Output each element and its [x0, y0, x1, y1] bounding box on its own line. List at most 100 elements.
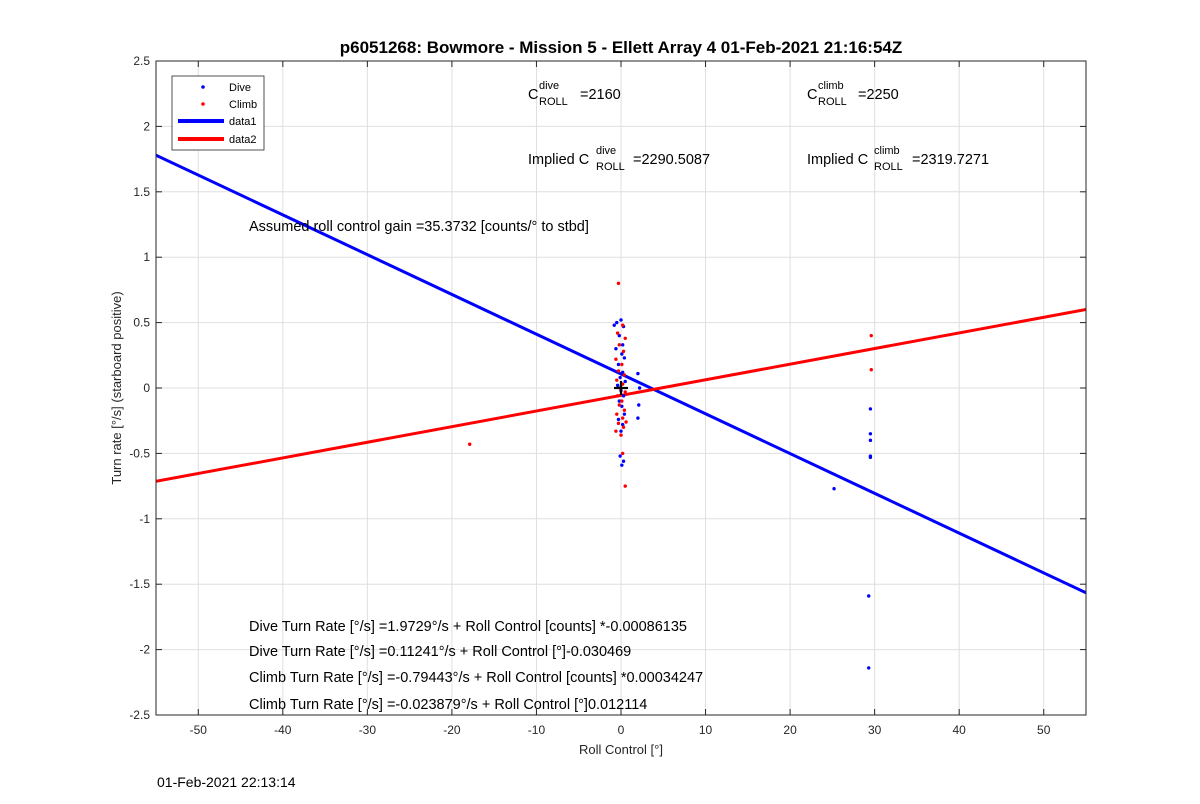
dive-point-11 [618, 375, 622, 380]
climb-point-14 [615, 394, 620, 398]
y-tick-label-4: -0.5 [129, 446, 150, 460]
x-tick-label-3: -20 [443, 723, 461, 737]
svg-text:climb: climb [818, 80, 844, 92]
dive-point-19 [616, 417, 621, 422]
climb-point-4 [617, 343, 622, 347]
chart-title: p6051268: Bowmore - Mission 5 - Ellett A… [340, 38, 903, 57]
y-tick-label-7: 1 [143, 250, 150, 264]
climb-point-21 [621, 425, 626, 429]
y-tick-label-5: 0 [143, 381, 150, 395]
y-tick-label-3: -1 [139, 512, 150, 526]
dive-point-1 [615, 320, 619, 325]
implied-c-roll-dive-annotation: Implied C dive ROLL =2290.5087 [528, 145, 710, 173]
climb-point-24 [624, 420, 628, 424]
dive-point-22 [618, 454, 622, 458]
svg-text:C: C [528, 87, 538, 103]
climb-point-3 [623, 336, 627, 340]
y-tick-label-2: -1.5 [129, 577, 150, 591]
dive-point-32 [868, 438, 873, 443]
dive-point-26 [637, 386, 642, 390]
dive-point-16 [617, 399, 622, 403]
climb-point-13 [623, 390, 627, 394]
dive-point-28 [636, 416, 640, 420]
y-tick-label-10: 2.5 [133, 54, 150, 68]
legend-data1-label: data1 [229, 116, 257, 128]
c-roll-climb-annotation: C climb ROLL =2250 [807, 80, 899, 108]
climb-point-5 [621, 349, 626, 354]
dive-point-25 [636, 371, 640, 376]
x-tick-label-9: 40 [953, 723, 967, 737]
dive-point-27 [637, 403, 641, 407]
x-tick-label-10: 50 [1037, 723, 1051, 737]
climb-point-1 [620, 323, 625, 327]
y-tick-label-9: 2 [143, 119, 150, 133]
svg-text:ROLL: ROLL [596, 161, 625, 173]
legend-data2-label: data2 [229, 134, 257, 146]
dive-point-36 [867, 666, 871, 670]
climb-point-6 [614, 357, 618, 361]
dive-point-35 [867, 594, 871, 598]
y-tick-label-6: 0.5 [133, 316, 150, 330]
legend-dive-marker [201, 85, 205, 89]
climb-point-8 [616, 369, 621, 373]
y-tick-label-1: -2 [139, 643, 150, 657]
svg-text:=2290.5087: =2290.5087 [633, 152, 710, 168]
dive-point-30 [868, 407, 873, 411]
climb-point-10 [615, 378, 619, 382]
climb-point-2 [615, 331, 620, 335]
climb-point-9 [622, 373, 627, 377]
fit-line-data2 [156, 308, 1086, 483]
dive-point-12 [623, 379, 627, 384]
climb-point-20 [616, 421, 621, 426]
climb-degrees-equation: Climb Turn Rate [°/s] =-0.023879°/s + Ro… [249, 697, 647, 713]
dive-point-17 [620, 404, 624, 409]
climb-point-26 [623, 484, 627, 488]
svg-text:Implied C: Implied C [807, 152, 868, 168]
legend: Dive Climb data1 data2 [171, 75, 265, 151]
climb-point-22 [614, 429, 618, 433]
ticks: -50 -40 -30 -20 -10 0 10 20 30 40 50-2.5-2-1.5-1-0… [129, 54, 1086, 737]
dive-point-20 [620, 422, 625, 427]
x-tick-label-5: 0 [618, 723, 625, 737]
fit-line-data1 [156, 153, 1086, 595]
dive-point-21 [619, 429, 623, 433]
x-tick-label-0: -50 [190, 723, 208, 737]
dive-point-6 [614, 347, 618, 351]
svg-text:=2160: =2160 [580, 87, 621, 103]
dive-point-7 [620, 352, 624, 356]
dive-point-34 [868, 455, 873, 460]
dive-counts-equation: Dive Turn Rate [°/s] =1.9729°/s + Roll C… [249, 619, 687, 635]
climb-point-28 [869, 333, 873, 338]
climb-point-17 [622, 408, 627, 412]
dive-point-4 [617, 333, 622, 338]
dive-point-10 [620, 370, 625, 375]
climb-point-29 [869, 367, 873, 372]
climb-point-15 [620, 399, 624, 403]
dive-degrees-equation: Dive Turn Rate [°/s] =0.11241°/s + Roll … [249, 644, 631, 660]
dive-point-5 [620, 343, 625, 347]
legend-climb-label: Climb [229, 99, 257, 111]
legend-climb-marker [201, 102, 205, 106]
print-timestamp: 01-Feb-2021 22:13:14 [157, 774, 296, 790]
x-tick-label-7: 20 [783, 723, 797, 737]
x-tick-label-4: -10 [528, 723, 546, 737]
svg-text:=2250: =2250 [858, 87, 899, 103]
dive-point-23 [621, 459, 626, 463]
dive-point-2 [619, 318, 623, 322]
svg-text:dive: dive [539, 80, 559, 92]
climb-point-27 [467, 442, 472, 446]
climb-point-0 [616, 281, 621, 286]
svg-text:C: C [807, 87, 817, 103]
c-roll-dive-annotation: C dive ROLL =2160 [528, 80, 621, 108]
dive-point-18 [622, 412, 627, 416]
dive-point-13 [615, 383, 620, 388]
implied-c-roll-climb-annotation: Implied C climb ROLL =2319.7271 [807, 145, 989, 173]
dive-point-0 [612, 323, 616, 327]
climb-point-16 [617, 403, 622, 407]
x-tick-label-1: -40 [274, 723, 292, 737]
dive-point-8 [622, 356, 627, 360]
data-points [467, 281, 873, 670]
x-axis-label: Roll Control [°] [579, 742, 663, 757]
svg-text:ROLL: ROLL [539, 96, 568, 108]
